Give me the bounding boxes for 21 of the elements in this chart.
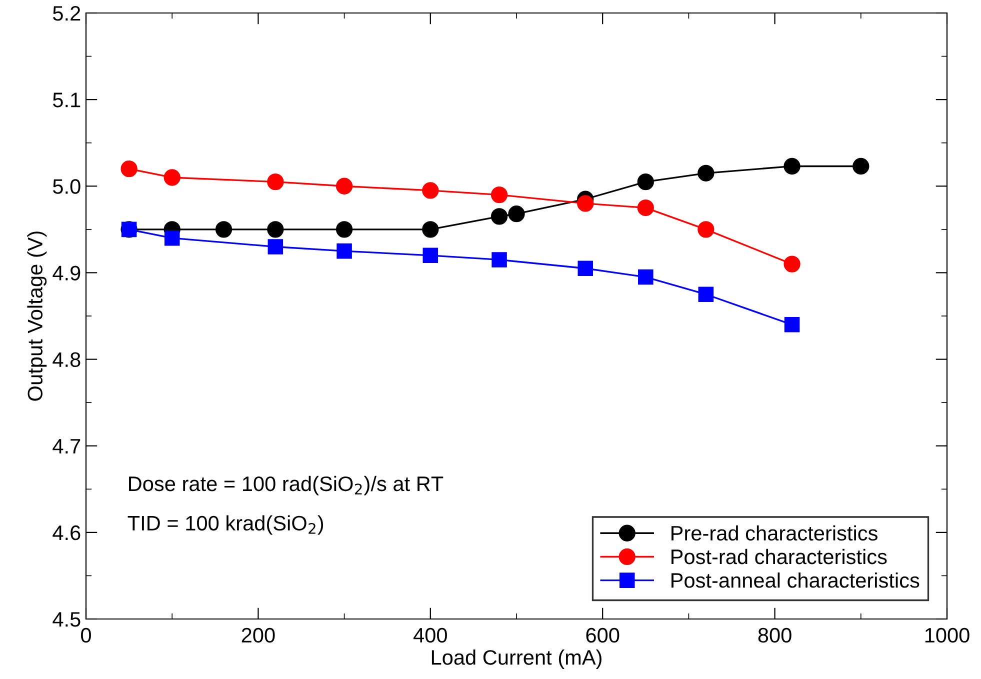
y-axis-title: Output Voltage (V) [27, 232, 47, 401]
y-tick-label: 4.9 [52, 266, 80, 280]
x-tick-label: 0 [81, 628, 91, 643]
y-tick-label: 4.5 [52, 612, 80, 627]
x-tick-label: 400 [414, 628, 447, 643]
legend-label: Pre-rad characteristics [672, 525, 878, 541]
y-tick-label: 5.0 [53, 179, 80, 194]
x-tick-label: 600 [586, 628, 620, 643]
annotation: TID = 100 krad(SiO$_{2}$) [128, 515, 324, 535]
y-tick-label: 4.8 [52, 352, 80, 368]
y-tick-label: 5.2 [53, 6, 80, 21]
x-tick-label: 200 [242, 628, 275, 643]
y-tick-label: 5.1 [53, 92, 80, 108]
x-tick-label: 1000 [925, 628, 970, 643]
y-tick-label: 4.6 [52, 525, 80, 540]
annotation: Dose rate = 100 rad(SiO$_{2}$)/s at RT [129, 476, 444, 496]
x-axis-title: Load Current (mA) [432, 650, 602, 669]
legend-label: Post-rad characteristics [672, 548, 887, 564]
x-tick-label: 800 [758, 628, 792, 643]
y-tick-label: 4.7 [52, 439, 80, 454]
legend-label: Post-anneal characteristics [672, 572, 920, 588]
